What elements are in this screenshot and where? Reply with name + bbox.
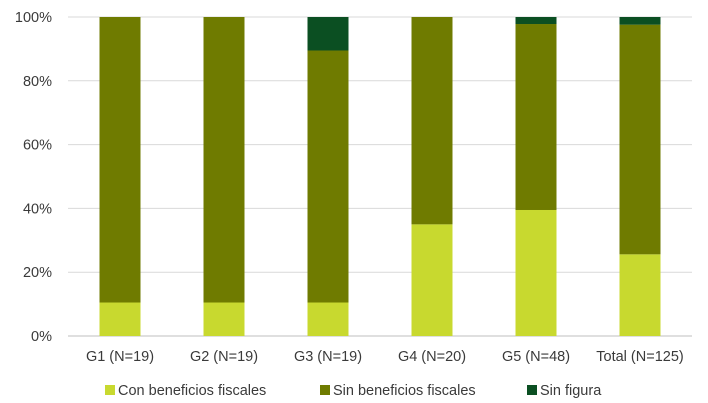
legend: Con beneficios fiscales Sin beneficios fi… xyxy=(105,383,602,399)
y-tick-label: 40% xyxy=(23,201,52,217)
legend-swatch xyxy=(527,385,537,395)
bar-segment xyxy=(203,302,245,336)
bar-segment xyxy=(99,17,141,303)
bar-segment xyxy=(619,17,661,25)
y-tick-label: 20% xyxy=(23,265,52,281)
gridlines xyxy=(68,16,692,337)
y-tick-label: 80% xyxy=(23,74,52,90)
bar-segment xyxy=(411,224,453,336)
bar-segment xyxy=(515,17,557,25)
x-tick-label: G5 (N=48) xyxy=(502,349,570,365)
bar-segment xyxy=(203,17,245,303)
bar-segment xyxy=(99,302,141,336)
y-axis: 0% 20% 40% 60% 80% 100% xyxy=(15,10,52,345)
bar-segment xyxy=(619,254,661,336)
legend-label: Sin figura xyxy=(540,383,602,399)
x-tick-label: G3 (N=19) xyxy=(294,349,362,365)
legend-swatch xyxy=(105,385,115,395)
x-tick-label: G1 (N=19) xyxy=(86,349,154,365)
legend-swatch xyxy=(320,385,330,395)
bar-segment xyxy=(307,302,349,336)
legend-label: Con beneficios fiscales xyxy=(118,383,266,399)
legend-label: Sin beneficios fiscales xyxy=(333,383,476,399)
y-tick-label: 100% xyxy=(15,10,52,26)
x-tick-label: G2 (N=19) xyxy=(190,349,258,365)
bars xyxy=(99,17,661,336)
x-tick-label: Total (N=125) xyxy=(596,349,683,365)
bar-segment xyxy=(515,24,557,210)
bar-segment xyxy=(619,24,661,255)
bar-segment xyxy=(307,50,349,303)
y-tick-label: 60% xyxy=(23,138,52,154)
bar-segment xyxy=(515,209,557,336)
bar-segment xyxy=(307,17,349,51)
x-tick-label: G4 (N=20) xyxy=(398,349,466,365)
x-axis: G1 (N=19) G2 (N=19) G3 (N=19) G4 (N=20) G5 (… xyxy=(86,349,684,365)
bar-segment xyxy=(411,17,453,225)
y-tick-label: 0% xyxy=(31,329,52,345)
